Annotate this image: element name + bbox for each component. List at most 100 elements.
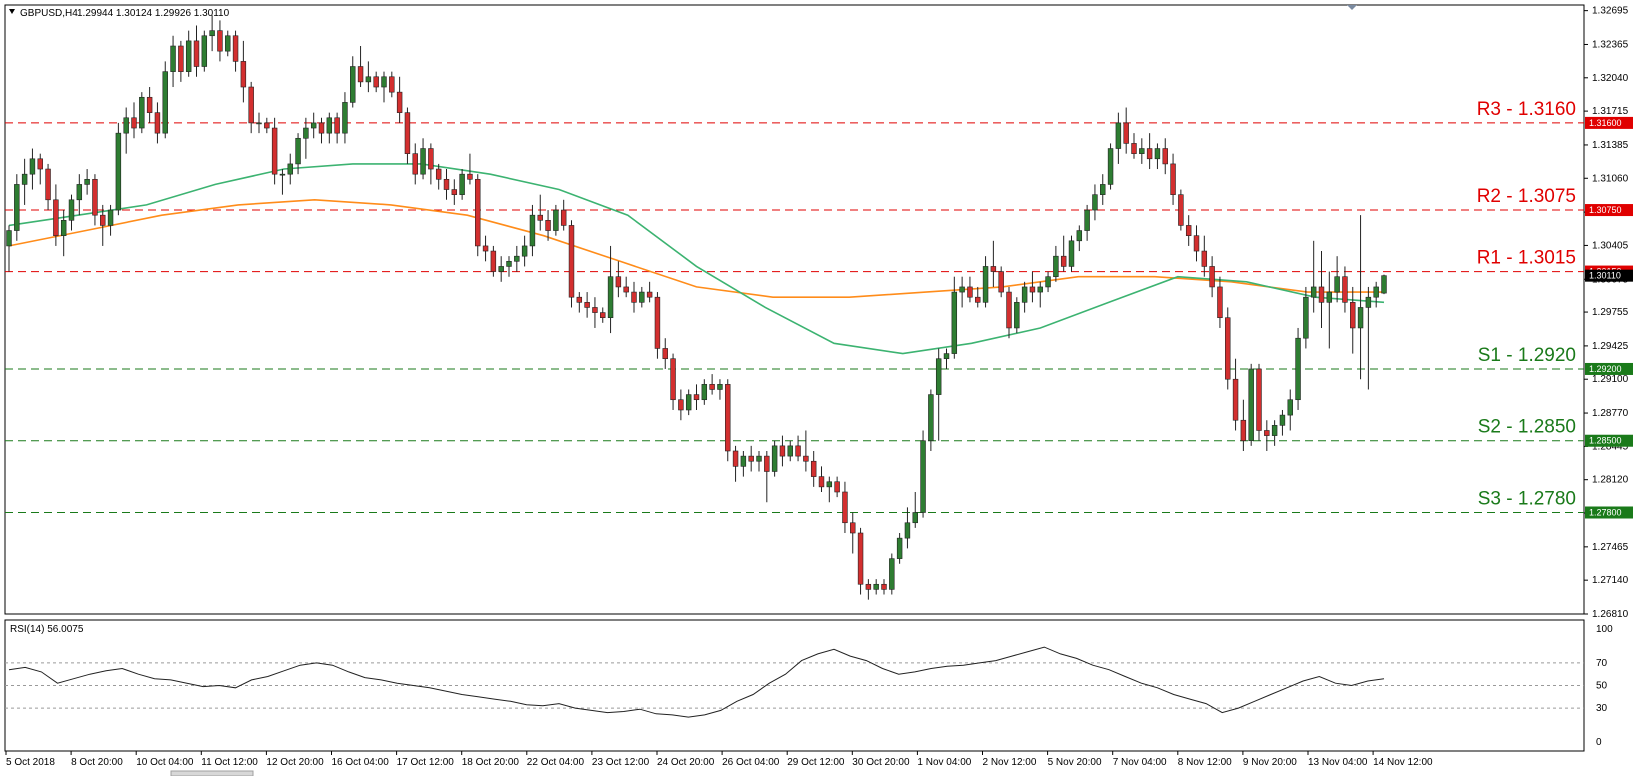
candle-body [1139, 148, 1145, 154]
candle-body [576, 296, 583, 303]
candle-body [68, 199, 75, 221]
level-badge-s3 [1585, 506, 1633, 519]
candle-body [1232, 378, 1239, 421]
time-tick-label: 16 Oct 04:00 [332, 757, 390, 768]
candle-body [1287, 399, 1293, 416]
candle-body [1053, 255, 1059, 277]
candle-body [982, 266, 989, 303]
candle-body [6, 230, 12, 247]
candle-body [732, 450, 739, 467]
rsi-label: RSI(14) 56.0075 [10, 624, 84, 635]
horizontal-scrollbar-thumb[interactable] [170, 770, 254, 776]
levels-layer: R3 - 1.3160 R2 - 1.3075 R1 - 1.3015 S1 - 1.… [5, 99, 1584, 513]
price-tick-label: 1.28770 [1592, 408, 1629, 419]
price-tick-label: 1.31385 [1592, 140, 1629, 151]
candle-body [350, 66, 356, 103]
candle-body [60, 220, 67, 236]
candle-body [818, 476, 825, 488]
candle-body [295, 137, 301, 165]
candle-body [568, 225, 575, 298]
candle-body [14, 184, 20, 231]
candle-body [185, 40, 192, 72]
candle-body [506, 261, 512, 267]
ohlc-label: 1.29944 1.30124 1.29926 1.30110 [77, 8, 230, 19]
candle-body [201, 35, 208, 67]
candle-body [685, 394, 692, 411]
candle-body [1014, 302, 1020, 329]
candle-body [701, 384, 708, 401]
candle-body [1178, 194, 1184, 226]
candle-body [1334, 276, 1340, 293]
candle-body [209, 30, 215, 37]
candle-body [584, 302, 590, 308]
rsi-tick-label: 100 [1596, 624, 1613, 635]
candle-body [1209, 266, 1215, 288]
price-panel: GBPUSD,H4 1.29944 1.30124 1.29926 1.3011… [4, 4, 1633, 620]
candle-body [459, 173, 465, 195]
candle-body [810, 460, 817, 477]
candle-body [435, 168, 442, 180]
candle-body [310, 122, 317, 129]
candle-body [623, 286, 629, 293]
candle-body [490, 250, 497, 272]
candle-body [100, 214, 106, 226]
price-tick-label: 1.32695 [1592, 6, 1629, 17]
candle-body [84, 178, 90, 185]
price-tick-label: 1.29100 [1592, 374, 1629, 385]
moving-averages [8, 163, 1385, 355]
candle-body [170, 45, 176, 72]
candle-body [1131, 143, 1137, 154]
candle-body [1225, 317, 1231, 380]
collapse-arrow-icon[interactable] [9, 9, 15, 14]
candle-body [631, 291, 637, 303]
candle-body [29, 158, 36, 175]
candle-body [560, 209, 567, 226]
ma-slow-line [8, 198, 1384, 299]
candle-body [248, 86, 254, 124]
candle-body [787, 445, 793, 457]
candle-body [857, 532, 864, 585]
candle-body [240, 61, 247, 88]
candle-body [178, 45, 184, 72]
candle-body [529, 214, 536, 247]
candle-body [553, 209, 559, 231]
candle-body [412, 153, 418, 175]
candle-body [1037, 286, 1043, 293]
candle-body [1107, 148, 1114, 185]
candle-body [756, 455, 762, 462]
price-tick-label: 1.28445 [1592, 441, 1629, 452]
candle-body [92, 178, 98, 216]
time-tick-label: 13 Nov 04:00 [1308, 757, 1368, 768]
candle-body [475, 178, 481, 247]
candle-body [725, 384, 731, 452]
level-label-r3: R3 - 1.3160 [1477, 99, 1576, 120]
candle-body [615, 276, 622, 288]
candle-body [107, 209, 114, 226]
candle-body [396, 91, 403, 113]
rsi-layer: 100 70 50 30 0 [5, 624, 1613, 748]
price-tick-label: 1.32365 [1592, 39, 1629, 50]
candle-body [1092, 194, 1098, 211]
price-tick-label: 1.31715 [1592, 106, 1629, 117]
candle-body [904, 522, 911, 539]
price-tick-label: 1.29425 [1592, 341, 1629, 352]
candle-body [834, 481, 840, 493]
candle-body [334, 117, 340, 134]
candle-body [264, 122, 270, 129]
candle-body [139, 96, 145, 129]
candle-body [709, 384, 715, 390]
current-price-badge [1585, 269, 1633, 282]
candle-body [1342, 276, 1348, 303]
candle-body [1318, 286, 1325, 303]
candle-body [404, 112, 411, 154]
price-tick-label: 1.31060 [1592, 173, 1629, 184]
candle-body [1381, 275, 1387, 294]
candle-body [1373, 286, 1379, 298]
candle-body [482, 245, 489, 252]
level-badge-s2 [1585, 434, 1633, 447]
candle-body [654, 296, 661, 349]
candle-body [803, 455, 809, 462]
rsi-tick-label: 70 [1596, 658, 1608, 669]
shift-marker-icon[interactable] [1347, 5, 1357, 10]
time-tick-label: 8 Nov 12:00 [1178, 757, 1232, 768]
